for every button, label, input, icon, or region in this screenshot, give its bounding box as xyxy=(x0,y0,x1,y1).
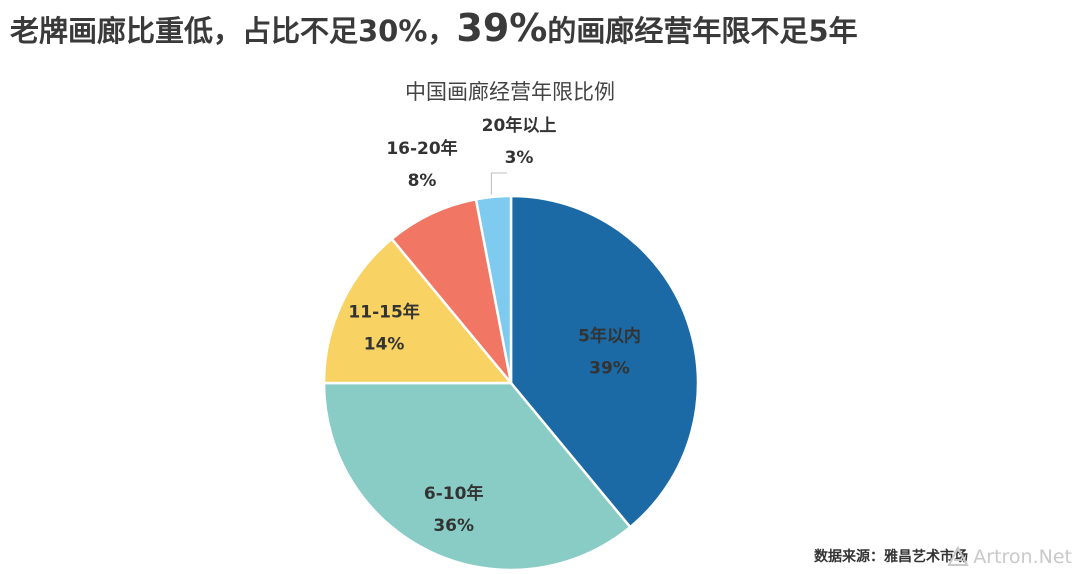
watermark-text: Artron.Net xyxy=(973,546,1072,568)
slice-label-1: 5年以内 xyxy=(578,326,641,347)
slice-percent-5: 3% xyxy=(505,148,534,168)
slice-percent-2: 36% xyxy=(433,516,474,536)
headline: 老牌画廊比重低，占比不足30%，39%的画廊经营年限不足5年 xyxy=(10,6,858,50)
artron-logo-icon xyxy=(947,546,969,566)
headline-highlight: 39% xyxy=(456,6,548,50)
slice-label-4: 16-20年 xyxy=(386,138,457,159)
slice-percent-3: 14% xyxy=(364,334,405,354)
slice-label-5: 20年以上 xyxy=(482,115,557,136)
chart-title: 中国画廊经营年限比例 xyxy=(405,80,615,104)
leader-line xyxy=(490,172,507,195)
slice-label-2: 6-10年 xyxy=(424,483,484,504)
data-source: 数据来源：雅昌艺术市场 xyxy=(814,549,968,565)
slice-label-3: 11-15年 xyxy=(348,301,419,322)
slice-percent-1: 39% xyxy=(589,359,630,379)
pie-slice-1 xyxy=(509,194,700,529)
headline-part2: 的画廊经营年限不足5年 xyxy=(547,14,858,48)
pie-slice-4 xyxy=(390,198,513,385)
pie-slice-3 xyxy=(322,237,513,385)
pie-slice-2 xyxy=(322,381,632,572)
pie-slice-5 xyxy=(474,194,513,385)
headline-part1: 老牌画廊比重低，占比不足30%， xyxy=(10,14,457,48)
slice-percent-4: 8% xyxy=(408,171,437,191)
watermark: Artron.Net xyxy=(947,546,1072,568)
